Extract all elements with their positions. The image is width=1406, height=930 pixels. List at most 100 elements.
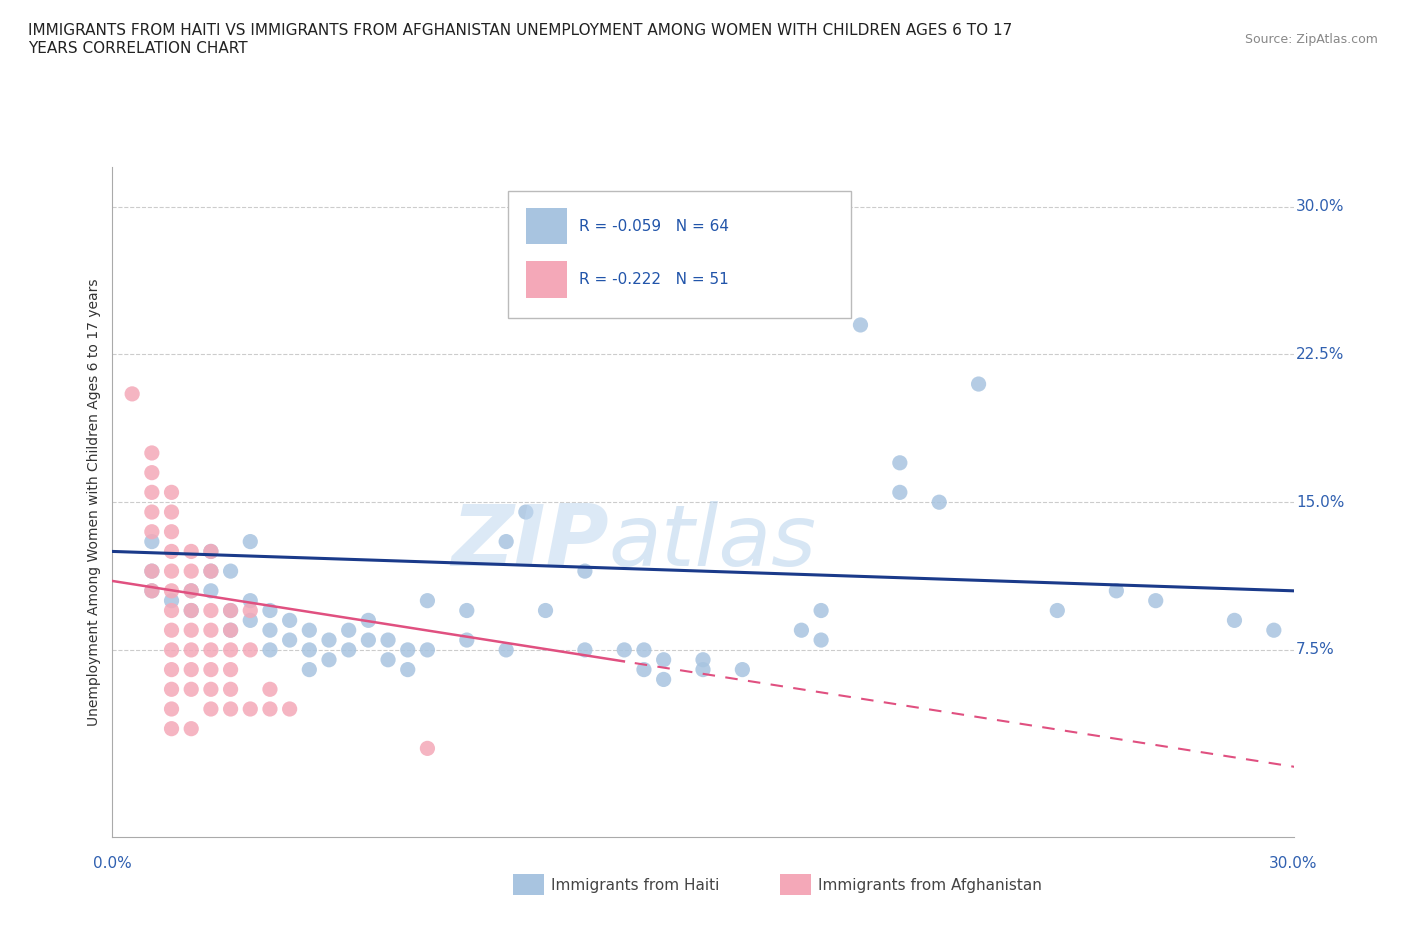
Text: 30.0%: 30.0% <box>1296 199 1344 214</box>
Point <box>515 505 537 520</box>
Point <box>652 652 675 667</box>
Point <box>357 613 380 628</box>
Point <box>180 662 202 677</box>
Point <box>160 583 183 598</box>
Text: ZIP: ZIP <box>451 501 609 584</box>
Point <box>633 662 655 677</box>
Point <box>180 603 202 618</box>
Point <box>613 643 636 658</box>
Point <box>200 544 222 559</box>
Point <box>298 643 321 658</box>
Point <box>377 652 399 667</box>
Point <box>219 603 242 618</box>
Point <box>160 623 183 638</box>
Point <box>200 603 222 618</box>
Point <box>1105 583 1128 598</box>
Point <box>239 534 262 549</box>
Point <box>337 643 360 658</box>
Point <box>141 583 163 598</box>
Text: Immigrants from Afghanistan: Immigrants from Afghanistan <box>818 878 1042 893</box>
Point <box>416 741 439 756</box>
Point <box>495 534 517 549</box>
Point <box>160 643 183 658</box>
Text: 22.5%: 22.5% <box>1296 347 1344 362</box>
Point <box>180 583 202 598</box>
Point <box>141 564 163 578</box>
Point <box>180 564 202 578</box>
Point <box>259 623 281 638</box>
Text: 15.0%: 15.0% <box>1296 495 1344 510</box>
Point <box>239 643 262 658</box>
Point <box>200 701 222 716</box>
Point <box>200 623 222 638</box>
Point <box>1144 593 1167 608</box>
Point <box>180 623 202 638</box>
Point <box>810 632 832 647</box>
Point <box>259 701 281 716</box>
Point <box>298 623 321 638</box>
Point <box>396 662 419 677</box>
Point <box>337 623 360 638</box>
Text: IMMIGRANTS FROM HAITI VS IMMIGRANTS FROM AFGHANISTAN UNEMPLOYMENT AMONG WOMEN WI: IMMIGRANTS FROM HAITI VS IMMIGRANTS FROM… <box>28 23 1012 56</box>
Text: R = -0.059   N = 64: R = -0.059 N = 64 <box>579 219 728 233</box>
Point <box>889 485 911 499</box>
Point <box>180 544 202 559</box>
Point <box>692 662 714 677</box>
Point <box>239 603 262 618</box>
Point <box>200 682 222 697</box>
Point <box>239 701 262 716</box>
Point <box>160 593 183 608</box>
Point <box>967 377 990 392</box>
Point <box>239 613 262 628</box>
Point <box>219 682 242 697</box>
Point <box>731 662 754 677</box>
Point <box>239 593 262 608</box>
Point <box>160 682 183 697</box>
Point <box>200 583 222 598</box>
Point <box>160 525 183 539</box>
Bar <box>526 261 567 298</box>
Point <box>160 722 183 737</box>
Point <box>200 564 222 578</box>
Point <box>318 652 340 667</box>
Point <box>141 534 163 549</box>
Point <box>200 643 222 658</box>
Point <box>219 643 242 658</box>
Point <box>141 445 163 460</box>
Point <box>160 505 183 520</box>
Point <box>200 564 222 578</box>
Point <box>416 593 439 608</box>
Point <box>160 603 183 618</box>
Point <box>219 701 242 716</box>
Point <box>259 643 281 658</box>
Point <box>495 643 517 658</box>
Point <box>180 603 202 618</box>
Point <box>219 662 242 677</box>
Point <box>692 652 714 667</box>
Point <box>456 603 478 618</box>
Point <box>396 643 419 658</box>
Y-axis label: Unemployment Among Women with Children Ages 6 to 17 years: Unemployment Among Women with Children A… <box>87 278 101 726</box>
Point <box>652 672 675 687</box>
Point <box>141 564 163 578</box>
Text: 7.5%: 7.5% <box>1296 643 1334 658</box>
Point <box>180 722 202 737</box>
Point <box>278 613 301 628</box>
Point <box>377 632 399 647</box>
Text: atlas: atlas <box>609 501 817 584</box>
Point <box>141 583 163 598</box>
Point <box>180 583 202 598</box>
Point <box>141 465 163 480</box>
Point <box>574 643 596 658</box>
Point <box>790 623 813 638</box>
Point <box>180 682 202 697</box>
Point <box>849 317 872 332</box>
Point <box>928 495 950 510</box>
Point <box>141 525 163 539</box>
Point <box>416 643 439 658</box>
Point <box>160 485 183 499</box>
Point <box>141 485 163 499</box>
Text: Source: ZipAtlas.com: Source: ZipAtlas.com <box>1244 33 1378 46</box>
Point <box>1223 613 1246 628</box>
Point <box>1046 603 1069 618</box>
